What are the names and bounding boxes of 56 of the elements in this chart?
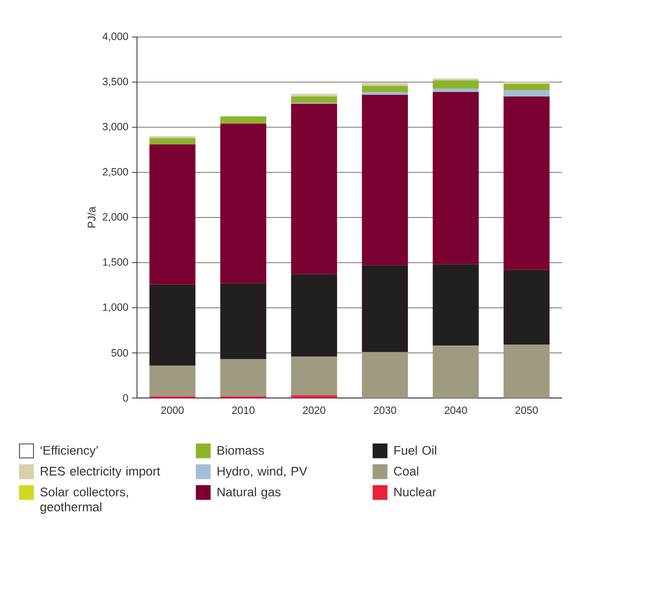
y-tick-label: 1,500 <box>103 258 128 267</box>
y-tick-label: 2,500 <box>102 168 128 177</box>
y-tick-label: 1,000 <box>103 303 128 312</box>
y-tick-label: 3,000 <box>102 122 128 132</box>
bar <box>504 270 550 345</box>
x-tick-label: 2020 <box>302 406 326 414</box>
bar <box>432 88 479 92</box>
x-tick-label: 2050 <box>515 406 538 414</box>
legend-label: ‘Efficiency’ <box>40 446 98 458</box>
bar <box>362 352 408 398</box>
bar <box>220 359 266 396</box>
legend-label: Fuel Oil <box>394 446 436 455</box>
x-tick-label: 2040 <box>444 406 467 414</box>
legend-label: Natural gas <box>218 487 281 499</box>
bar <box>504 90 550 97</box>
bar <box>149 366 196 396</box>
bar <box>291 104 338 274</box>
x-tick-label: 2000 <box>161 406 184 414</box>
bar <box>220 283 266 360</box>
bar <box>432 346 479 398</box>
bar <box>291 356 338 396</box>
legend-label: Coal <box>394 466 418 476</box>
bar <box>504 96 550 270</box>
bar <box>362 94 408 266</box>
bar <box>362 83 408 86</box>
legend-label: Hydro, wind, PV <box>218 466 308 478</box>
bar <box>149 138 196 144</box>
y-tick-label: 4,000 <box>102 32 128 42</box>
bar <box>220 124 266 284</box>
legend-label: Biomass <box>218 446 264 455</box>
bar <box>432 80 479 88</box>
y-tick-label: 2,000 <box>102 213 128 222</box>
legend-label: Nuclear <box>394 487 436 496</box>
bar <box>504 344 550 398</box>
bar <box>291 274 338 356</box>
y-tick-label: 0 <box>123 394 128 402</box>
legend-label: Solar collectors, geothermal <box>40 487 128 514</box>
y-tick-label: 3,500 <box>102 78 128 86</box>
y-axis-title: PJ/a <box>87 206 96 228</box>
bar <box>432 92 479 264</box>
legend-label: RES electricity import <box>40 466 160 478</box>
bar <box>291 94 338 97</box>
bar <box>220 116 266 124</box>
bar <box>149 144 196 284</box>
x-tick-label: 2030 <box>374 406 396 414</box>
bar <box>362 92 408 95</box>
y-tick-label: 500 <box>111 349 128 357</box>
bar <box>504 81 550 84</box>
x-tick-label: 2010 <box>232 406 254 414</box>
bar <box>504 84 550 90</box>
bar <box>362 86 408 92</box>
bar <box>291 395 338 398</box>
bar <box>291 96 338 103</box>
bar <box>149 284 196 366</box>
bar <box>432 264 479 346</box>
bar <box>362 265 408 352</box>
